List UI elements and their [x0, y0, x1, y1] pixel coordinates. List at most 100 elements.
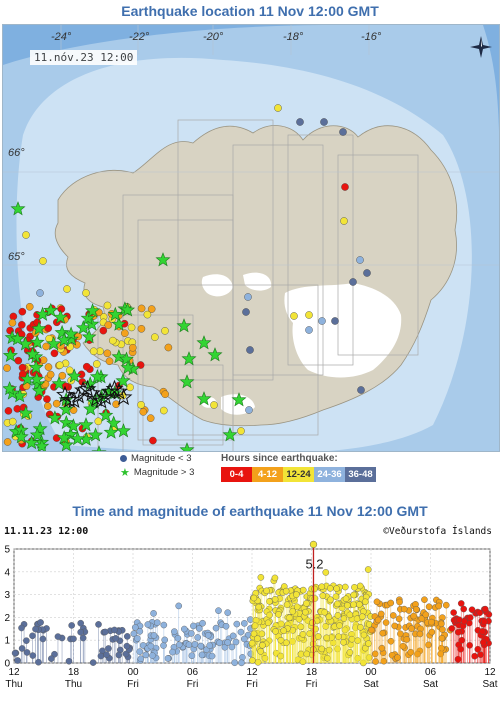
magnitude-point: [318, 645, 326, 653]
quake-marker: [160, 406, 168, 415]
magnitude-point: [190, 622, 197, 630]
x-tick-day: Thu: [5, 679, 22, 690]
quake-marker: [137, 401, 145, 409]
magnitude-point: [266, 598, 273, 605]
quake-marker: [237, 427, 245, 435]
magnitude-point: [403, 636, 411, 643]
magnitude-point: [286, 614, 293, 622]
quake-marker: [44, 324, 53, 333]
quake-marker: [82, 289, 90, 297]
region-box: [287, 134, 354, 366]
quake-marker: [56, 361, 64, 370]
magnitude-point: [361, 598, 369, 606]
magnitude-point: [332, 593, 340, 600]
x-tick-hour: 00: [127, 667, 139, 678]
quake-marker: [52, 399, 61, 408]
quake-marker: [290, 312, 298, 320]
map-legend: Magnitude < 3 ★ Magnitude > 3 Hours sinc…: [0, 452, 500, 488]
magnitude-point: [471, 652, 478, 660]
chart-title: Time and magnitude of earthquake 11 Nov …: [72, 503, 428, 519]
large-quake-star: [120, 302, 136, 317]
large-quake-star: [78, 417, 94, 432]
magnitude-point: [350, 591, 357, 599]
magnitude-point: [271, 596, 279, 603]
magnitude-point: [365, 640, 372, 647]
quake-marker: [242, 308, 250, 316]
magnitude-point: [391, 622, 399, 630]
earthquake-map[interactable]: 11.nóv.23 12:00 -24° -22° -20° -18° -16°…: [2, 24, 500, 452]
magnitude-point: [39, 635, 47, 643]
magnitude-point: [336, 622, 343, 629]
y-tick-label: 0: [4, 659, 10, 670]
magnitude-point: [387, 599, 395, 607]
magnitude-point: [259, 641, 266, 649]
large-quake-star-recent: [78, 379, 97, 397]
magnitude-point: [123, 642, 131, 650]
lon-label-22: -22°: [129, 31, 150, 43]
quake-marker: [8, 417, 17, 426]
quake-marker: [18, 307, 27, 316]
legend-small-quake: Magnitude < 3: [120, 453, 191, 464]
large-quake-star: [56, 332, 72, 347]
magnitude-point: [255, 603, 263, 611]
x-tick-day: Fri: [187, 679, 199, 690]
magnitude-point: [428, 628, 436, 636]
magnitude-point: [334, 612, 342, 619]
quake-marker: [105, 357, 114, 366]
magnitude-point: [477, 651, 484, 659]
magnitude-point: [460, 617, 468, 625]
quake-marker: [339, 128, 347, 136]
magnitude-point: [18, 645, 26, 652]
large-quake-star: [25, 346, 40, 361]
quake-marker: [149, 436, 157, 445]
magnitude-point: [105, 645, 112, 652]
magnitude-point: [479, 628, 486, 635]
large-quake-star: [58, 401, 74, 416]
magnitude-point: [378, 644, 386, 652]
quake-marker: [42, 342, 50, 351]
magnitude-point: [466, 614, 474, 621]
magnitude-point: [208, 652, 216, 660]
quake-marker: [137, 325, 146, 333]
magnitude-point: [400, 605, 408, 613]
quake-marker: [121, 329, 129, 338]
magnitude-point: [232, 638, 240, 646]
x-tick-day: Fri: [127, 679, 139, 690]
glacier-vatnajokull: [284, 283, 402, 378]
magnitude-point: [346, 649, 354, 656]
large-quake-star: [118, 351, 134, 366]
quake-marker: [305, 326, 313, 334]
large-quake-star: [54, 324, 70, 340]
quake-marker: [99, 326, 108, 335]
lon-label-20: -20°: [203, 31, 224, 43]
large-quake-star: [34, 438, 50, 451]
magnitude-point: [77, 628, 84, 636]
magnitude-point: [14, 657, 22, 664]
large-quake-star: [66, 368, 82, 383]
magnitude-point: [150, 632, 158, 639]
quake-marker: [44, 363, 53, 371]
quake-marker: [126, 383, 134, 392]
lon-label-18: -18°: [283, 31, 304, 43]
quake-marker: [43, 395, 51, 403]
quake-marker: [143, 310, 152, 319]
magnitude-point: [248, 639, 256, 647]
magnitude-point: [271, 574, 279, 582]
large-quake-star: [196, 391, 212, 406]
magnitude-point: [251, 622, 259, 629]
quake-marker: [14, 356, 23, 365]
magnitude-point: [319, 592, 327, 600]
lon-label-24: -24°: [51, 31, 72, 43]
magnitude-point: [340, 638, 347, 646]
magnitude-point: [112, 635, 120, 642]
quake-marker: [161, 327, 169, 335]
magnitude-point: [23, 637, 30, 644]
large-quake-star: [207, 347, 223, 362]
magnitude-point: [302, 608, 309, 616]
region-box: [177, 284, 319, 436]
quake-marker: [296, 118, 304, 126]
hour-bin-36-48: 36-48: [345, 467, 376, 482]
magnitude-point: [174, 634, 182, 642]
magnitude-point: [216, 639, 223, 647]
magnitude-point: [194, 634, 201, 641]
